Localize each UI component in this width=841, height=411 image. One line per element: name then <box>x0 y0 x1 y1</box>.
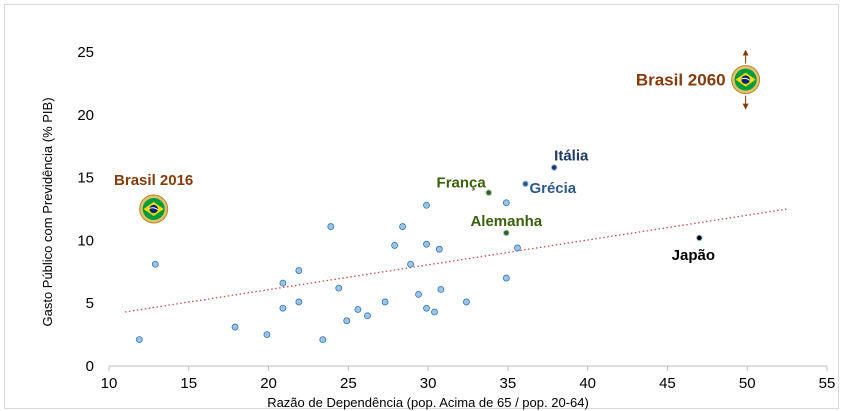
data-point <box>263 331 271 339</box>
point-label: Japão <box>672 247 715 264</box>
data-point <box>364 312 371 320</box>
data-point <box>381 298 389 306</box>
data-point <box>423 240 430 248</box>
y-tick-label: 15 <box>77 170 94 187</box>
data-point <box>435 245 443 253</box>
data-point <box>279 279 287 287</box>
data-point <box>279 304 287 312</box>
y-tick-label: 25 <box>77 44 94 61</box>
brasil-2016-label: Brasil 2016 <box>114 172 193 189</box>
data-point <box>231 323 239 331</box>
brasil-2060-label: Brasil 2060 <box>636 71 726 90</box>
data-point <box>423 201 430 209</box>
data-point <box>327 223 335 230</box>
y-tick-label: 10 <box>77 232 94 249</box>
x-tick-label: 35 <box>500 375 517 392</box>
x-tick-label: 55 <box>819 375 836 392</box>
flag-band <box>741 77 751 81</box>
data-point <box>407 260 414 268</box>
data-point <box>502 274 510 282</box>
data-point <box>415 291 422 298</box>
data-point <box>399 223 406 230</box>
point-label: Alemanha <box>470 213 542 230</box>
flag-globe <box>741 75 750 84</box>
labeled-point <box>550 164 558 171</box>
brazil-flag-icon <box>731 65 761 95</box>
data-point <box>502 199 510 207</box>
y-axis-title: Gasto Público com Previdência (% PIB) <box>40 97 55 326</box>
brazil-flag-icon <box>139 194 169 224</box>
labeled-point <box>502 229 510 237</box>
labeled-point <box>696 234 703 242</box>
data-point <box>295 298 303 306</box>
data-point <box>431 308 438 316</box>
data-point <box>343 317 351 325</box>
labeled-point <box>522 180 529 188</box>
data-point <box>423 304 430 312</box>
data-point <box>391 242 399 249</box>
points-layer <box>135 65 761 344</box>
point-label: França <box>437 175 487 192</box>
data-point <box>135 336 143 344</box>
x-tick-label: 45 <box>659 375 676 392</box>
point-label: Grécia <box>529 180 576 197</box>
x-tick-label: 25 <box>340 375 357 392</box>
data-point <box>319 336 327 344</box>
x-tick-label: 30 <box>420 375 437 392</box>
x-tick-label: 50 <box>739 375 756 392</box>
x-tick-label: 20 <box>260 375 277 392</box>
flag-band <box>149 207 159 211</box>
labeled-point <box>485 189 493 196</box>
axes: 10 15 20 25 30 35 40 45 50 55 0 5 10 15 20 25 <box>77 44 835 392</box>
data-point <box>514 244 521 252</box>
labels-layer: França Alemanha Grécia Itália Japão Brasil 20… <box>114 49 749 264</box>
data-point <box>151 260 159 268</box>
data-point <box>295 267 303 274</box>
x-tick-label: 40 <box>579 375 596 392</box>
y-tick-label: 5 <box>86 295 94 312</box>
data-point <box>354 306 362 313</box>
y-tick-label: 0 <box>86 358 94 375</box>
x-tick-label: 15 <box>180 375 197 392</box>
data-point <box>335 284 343 292</box>
x-axis-title: Razão de Dependência (pop. Acima de 65 /… <box>267 395 589 410</box>
data-point <box>437 285 445 293</box>
point-label: Itália <box>554 148 589 165</box>
data-point <box>463 298 470 306</box>
y-tick-label: 20 <box>77 107 94 124</box>
flag-globe <box>149 204 158 214</box>
x-tick-label: 10 <box>101 375 118 392</box>
